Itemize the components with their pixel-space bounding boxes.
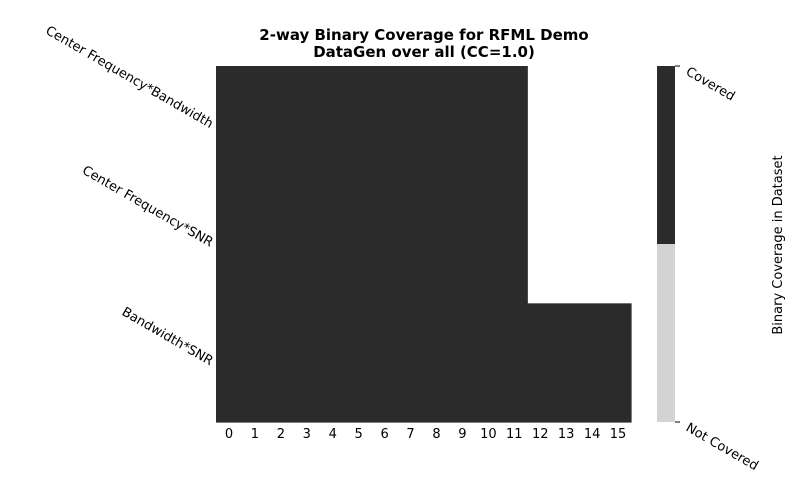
- heatmap-cell: [475, 303, 502, 423]
- heatmap-cell: [605, 303, 632, 423]
- colorbar: Covered Not Covered: [657, 64, 761, 474]
- x-tick-label: 4: [329, 427, 337, 442]
- heatmap-cell: [216, 66, 243, 186]
- colorbar-not-covered-swatch: [657, 244, 675, 422]
- heatmap-cell: [423, 66, 451, 186]
- heatmap-cell: [449, 66, 476, 186]
- heatmap-cell: [553, 303, 580, 423]
- heatmap-cell: [293, 184, 321, 304]
- x-tick-label: 10: [480, 427, 497, 442]
- heatmap-cell: [345, 66, 373, 186]
- x-tick-label: 9: [458, 427, 466, 442]
- heatmap-cell: [501, 184, 528, 304]
- heatmap-cell: [527, 303, 554, 423]
- colorbar-label: Binary Coverage in Dataset: [771, 155, 786, 334]
- heatmap-cell: [241, 66, 269, 186]
- heatmap-cell: [449, 184, 476, 304]
- x-tick-label: 0: [225, 427, 233, 442]
- colorbar-covered-swatch: [657, 66, 675, 244]
- heatmap-cell: [267, 303, 295, 423]
- x-tick-label: 13: [558, 427, 575, 442]
- chart-title: 2-way Binary Coverage for RFML Demo: [259, 26, 588, 44]
- x-tick-label: 7: [406, 427, 414, 442]
- x-tick-label: 1: [251, 427, 259, 442]
- x-tick-label: 3: [303, 427, 311, 442]
- colorbar-tick-label: Not Covered: [683, 420, 761, 473]
- heatmap-cell: [345, 303, 373, 423]
- heatmap-cells: [216, 66, 632, 423]
- heatmap-cell: [475, 66, 502, 186]
- heatmap-cell: [423, 303, 451, 423]
- x-tick-label: 11: [506, 427, 523, 442]
- y-tick-label: Bandwidth*SNR: [119, 305, 215, 369]
- x-tick-label: 6: [380, 427, 388, 442]
- chart-subtitle: DataGen over all (CC=1.0): [313, 43, 535, 61]
- heatmap-cell: [371, 303, 399, 423]
- y-tick-label: Center Frequency*SNR: [79, 163, 215, 250]
- heatmap-cell: [216, 303, 243, 423]
- heatmap-cell: [319, 303, 347, 423]
- heatmap-cell: [241, 303, 269, 423]
- colorbar-tick-label: Covered: [683, 64, 737, 104]
- heatmap-cell: [319, 66, 347, 186]
- heatmap-cell: [371, 66, 399, 186]
- heatmap-cell: [267, 184, 295, 304]
- x-axis-ticks: 0 1 2 3 4 5 6 7 8 9 10 11 12 13 14 15: [225, 427, 626, 442]
- heatmap-cell: [501, 303, 528, 423]
- heatmap-cell: [397, 184, 425, 304]
- heatmap-cell: [371, 184, 399, 304]
- heatmap-cell: [423, 184, 451, 304]
- heatmap-cell: [345, 184, 373, 304]
- heatmap-cell: [293, 303, 321, 423]
- heatmap-cell: [241, 184, 269, 304]
- y-tick-label: Center Frequency*Bandwidth: [43, 23, 216, 131]
- x-tick-label: 12: [532, 427, 549, 442]
- heatmap-cell: [475, 184, 502, 304]
- heatmap-cell: [267, 66, 295, 186]
- heatmap-cell: [397, 303, 425, 423]
- y-axis-ticks: Center Frequency*Bandwidth Center Frequen…: [43, 23, 216, 369]
- x-tick-label: 15: [610, 427, 627, 442]
- heatmap-cell: [501, 66, 528, 186]
- x-tick-label: 2: [277, 427, 285, 442]
- heatmap-cell: [449, 303, 476, 423]
- heatmap-cell: [579, 303, 606, 423]
- heatmap-cell: [319, 184, 347, 304]
- heatmap-cell: [397, 66, 425, 186]
- x-tick-label: 5: [355, 427, 363, 442]
- heatmap-cell: [216, 184, 243, 304]
- x-tick-label: 8: [432, 427, 440, 442]
- heatmap-cell: [293, 66, 321, 186]
- x-tick-label: 14: [584, 427, 601, 442]
